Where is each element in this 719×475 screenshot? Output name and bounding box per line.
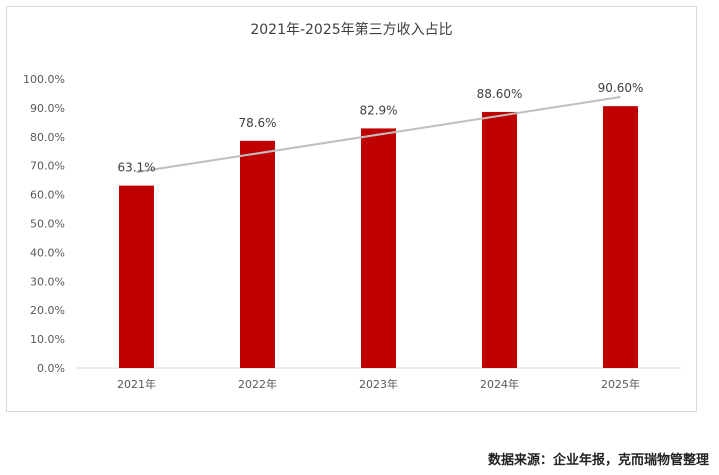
chart-frame: 2021年-2025年第三方收入占比 0.0% 10.0% 20.0% 30.0% 40… bbox=[6, 6, 697, 412]
data-label: 78.6% bbox=[238, 116, 276, 130]
y-tick-label: 90.0% bbox=[30, 102, 65, 115]
y-tick-label: 10.0% bbox=[30, 333, 65, 346]
bar bbox=[119, 185, 154, 368]
y-tick-label: 30.0% bbox=[30, 275, 65, 288]
y-tick-label: 50.0% bbox=[30, 218, 65, 231]
y-tick-label: 60.0% bbox=[30, 189, 65, 202]
source-note: 数据来源：企业年报，克而瑞物管整理 bbox=[487, 453, 709, 468]
x-tick-label: 2021年 bbox=[117, 377, 156, 391]
y-tick-label: 70.0% bbox=[30, 160, 65, 173]
x-tick-label: 2023年 bbox=[359, 377, 398, 391]
data-label: 82.9% bbox=[359, 103, 397, 117]
data-label: 88.60% bbox=[477, 87, 523, 101]
bar bbox=[361, 128, 396, 368]
y-tick-label: 40.0% bbox=[30, 246, 65, 259]
plot-area: 0.0% 10.0% 20.0% 30.0% 40.0% 50.0% 60.0% 70.0% 8… bbox=[23, 73, 681, 391]
data-label: 63.1% bbox=[117, 161, 155, 175]
y-tick-label: 80.0% bbox=[30, 131, 65, 144]
bar bbox=[603, 106, 638, 368]
data-label: 90.60% bbox=[598, 81, 644, 95]
bar bbox=[482, 111, 517, 369]
bar bbox=[240, 140, 275, 368]
y-tick-label: 20.0% bbox=[30, 304, 65, 317]
x-tick-label: 2022年 bbox=[238, 377, 277, 391]
y-tick-label: 0.0% bbox=[37, 362, 65, 375]
chart-title: 2021年-2025年第三方收入占比 bbox=[250, 22, 453, 38]
x-tick-label: 2024年 bbox=[480, 377, 519, 391]
x-tick-label: 2025年 bbox=[601, 377, 640, 391]
y-tick-label: 100.0% bbox=[23, 73, 65, 86]
trendline bbox=[136, 96, 621, 174]
